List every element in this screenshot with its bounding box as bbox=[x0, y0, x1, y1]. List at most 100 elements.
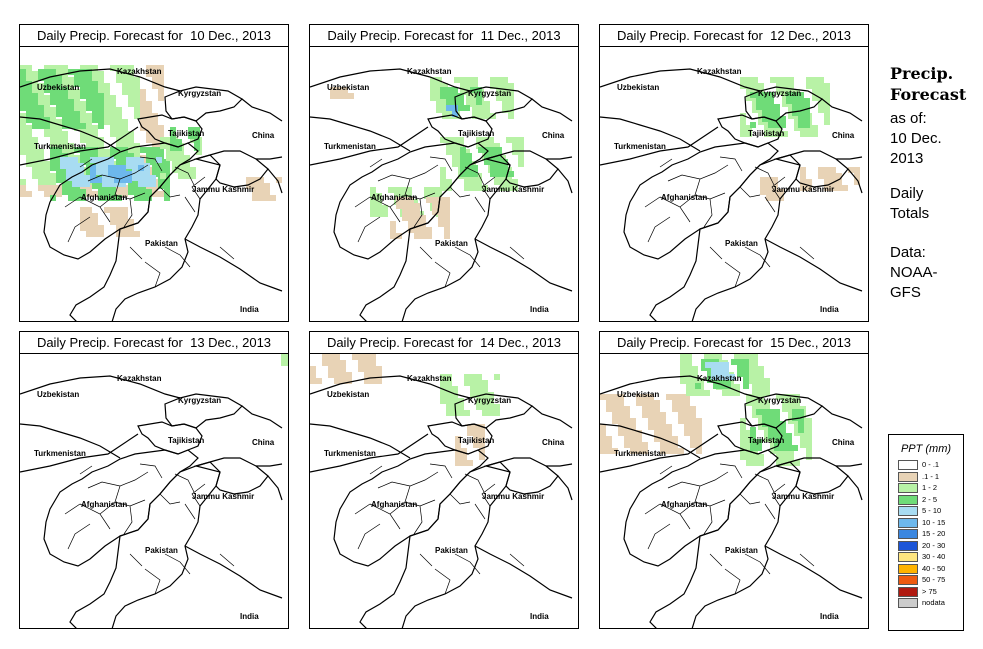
precip-cell bbox=[696, 442, 702, 448]
precip-cell bbox=[414, 203, 420, 209]
precip-cell bbox=[752, 77, 758, 83]
precip-cell bbox=[824, 179, 830, 185]
precip-cell bbox=[98, 77, 104, 83]
precip-cell bbox=[110, 125, 116, 131]
precip-cell bbox=[836, 185, 842, 191]
precip-cell bbox=[56, 65, 62, 71]
precip-cell bbox=[764, 390, 770, 396]
precip-cell bbox=[92, 99, 98, 105]
precip-cell bbox=[170, 127, 176, 133]
district-border bbox=[129, 176, 235, 288]
precip-cell bbox=[824, 107, 830, 113]
precip-cell bbox=[780, 122, 786, 128]
precip-cell bbox=[140, 95, 146, 101]
precip-cell bbox=[470, 374, 476, 380]
forecast-panel-dec10: Daily Precip. Forecast for 10 Dec., 2013… bbox=[19, 24, 289, 322]
precip-cell bbox=[461, 448, 467, 454]
precip-cell bbox=[104, 95, 110, 101]
precip-cell bbox=[408, 197, 414, 203]
precip-cell bbox=[38, 69, 44, 75]
precip-cell bbox=[110, 195, 116, 201]
precip-cell bbox=[44, 161, 50, 167]
map-label-india: India bbox=[820, 305, 839, 314]
precip-cell bbox=[86, 137, 92, 143]
precip-cell bbox=[50, 87, 56, 93]
precip-cell bbox=[80, 65, 86, 71]
precip-cell bbox=[772, 195, 778, 201]
precip-cell bbox=[692, 372, 698, 378]
precip-cell bbox=[152, 125, 158, 131]
precip-cell bbox=[116, 77, 122, 83]
precip-cell bbox=[760, 183, 766, 189]
precip-cell bbox=[444, 227, 450, 233]
precip-cell bbox=[80, 131, 86, 137]
precip-cell bbox=[666, 424, 672, 430]
precip-cell bbox=[56, 71, 62, 77]
precip-cell bbox=[502, 159, 508, 165]
precip-field bbox=[750, 409, 804, 451]
precip-cell bbox=[512, 137, 518, 143]
precip-cell bbox=[446, 149, 452, 155]
precip-cell bbox=[98, 225, 104, 231]
map-label-kazakhstan: Kazakhstan bbox=[407, 374, 452, 383]
precip-cell bbox=[446, 143, 452, 149]
precip-cell bbox=[122, 131, 128, 137]
precip-field bbox=[281, 354, 288, 366]
precip-cell bbox=[122, 207, 128, 213]
legend-swatch bbox=[898, 598, 918, 608]
precip-cell bbox=[479, 430, 485, 436]
precip-cell bbox=[812, 125, 818, 131]
precip-cell bbox=[68, 123, 74, 129]
country-border bbox=[310, 375, 471, 399]
precip-cell bbox=[32, 149, 38, 155]
precip-cell bbox=[86, 219, 92, 225]
district-border bbox=[709, 483, 815, 595]
country-border bbox=[193, 150, 269, 188]
precip-cell bbox=[408, 221, 414, 227]
precip-cell bbox=[86, 231, 92, 237]
precip-cell bbox=[776, 394, 782, 400]
precip-cell bbox=[752, 460, 758, 466]
precip-cell bbox=[146, 119, 152, 125]
precip-cell bbox=[446, 380, 452, 386]
precip-cell bbox=[794, 125, 800, 131]
precip-cell bbox=[774, 104, 780, 110]
precip-cell bbox=[56, 87, 62, 93]
precip-cell bbox=[252, 195, 258, 201]
precip-cell bbox=[792, 415, 798, 421]
precip-cell bbox=[473, 436, 479, 442]
legend-swatch bbox=[898, 506, 918, 516]
precip-cell bbox=[92, 183, 98, 189]
precip-cell bbox=[68, 195, 74, 201]
precip-cell bbox=[472, 83, 478, 89]
precip-cell bbox=[786, 439, 792, 445]
precip-cell bbox=[86, 119, 92, 125]
precip-cell bbox=[729, 374, 735, 380]
precip-cell bbox=[92, 125, 98, 131]
precip-cell bbox=[654, 400, 660, 406]
precip-cell bbox=[62, 189, 68, 195]
precip-cell bbox=[152, 165, 158, 171]
precip-cell bbox=[440, 380, 446, 386]
precip-cell bbox=[792, 445, 798, 451]
legend-label: > 75 bbox=[922, 586, 937, 596]
precip-cell bbox=[642, 394, 648, 400]
precip-cell bbox=[44, 107, 50, 113]
precip-cell bbox=[804, 122, 810, 128]
precip-cell bbox=[800, 131, 806, 137]
precip-cell bbox=[484, 101, 490, 107]
precip-cell bbox=[38, 95, 44, 101]
country-map bbox=[20, 65, 283, 321]
precip-cell bbox=[364, 372, 370, 378]
precip-cell bbox=[80, 119, 86, 125]
precip-cell bbox=[86, 153, 92, 159]
precip-cell bbox=[760, 189, 766, 195]
precip-cell bbox=[690, 430, 696, 436]
precip-cell bbox=[494, 179, 500, 185]
precip-cell bbox=[38, 75, 44, 81]
precip-cell bbox=[74, 195, 80, 201]
precip-cell bbox=[86, 93, 92, 99]
precip-cell bbox=[684, 406, 690, 412]
precip-cell bbox=[92, 65, 98, 71]
precip-cell bbox=[128, 131, 134, 137]
